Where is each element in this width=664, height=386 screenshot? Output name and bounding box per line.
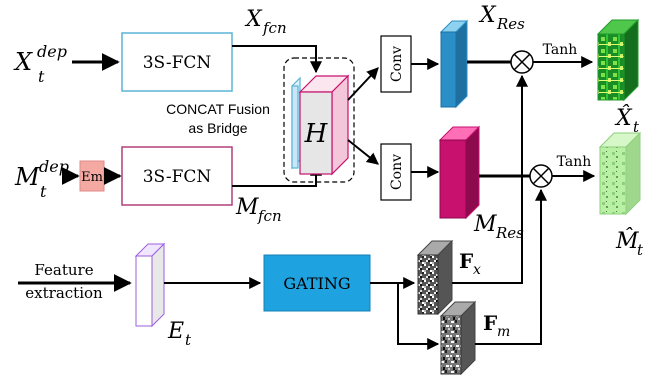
f-m-sub: m xyxy=(497,324,510,340)
m-dep-sub: t xyxy=(40,182,47,201)
f-m-main: F xyxy=(483,311,497,335)
em-block: Em xyxy=(79,160,105,192)
tanh-top-label: Tanh xyxy=(543,42,578,58)
gating-label: GATING xyxy=(283,274,350,293)
m-res-main: M xyxy=(473,212,497,237)
em-label: Em xyxy=(81,170,103,185)
gating-block: GATING xyxy=(263,254,371,312)
output-m-hat-image xyxy=(598,131,642,216)
concat-fusion-label: CONCAT Fusion as Bridge xyxy=(166,101,270,136)
arrow-fm-to-mul-bottom xyxy=(475,188,547,345)
m-dep-main: M xyxy=(14,163,41,191)
conv-top-label: Conv xyxy=(389,46,405,82)
x-hat-sub: t xyxy=(633,118,640,136)
arrow-h-to-conv-bottom xyxy=(347,139,379,165)
x-dep-sup: dep xyxy=(37,42,67,61)
input-m-dep: M dep t xyxy=(14,157,69,201)
conv-bottom-block: Conv xyxy=(380,143,412,201)
fcn-bottom-block: 3S-FCN xyxy=(121,146,233,206)
m-res-block xyxy=(438,125,481,220)
m-hat-sub: t xyxy=(637,241,644,259)
f-m-symbol: F m xyxy=(483,311,510,340)
tanh-bottom-label: Tanh xyxy=(557,154,592,170)
input-x-dep: X dep t xyxy=(13,42,67,86)
f-x-block xyxy=(416,239,454,316)
fusion-dashed-box xyxy=(283,57,355,183)
fusion-line1: CONCAT Fusion xyxy=(166,101,270,117)
x-hat-main: X̂ xyxy=(614,105,633,131)
h-symbol: H xyxy=(304,119,329,149)
e-t-main: E xyxy=(167,319,184,344)
m-res-sub: Res xyxy=(495,224,524,242)
x-dep-sub: t xyxy=(38,67,45,86)
x-res-main: X xyxy=(478,3,497,28)
arrow-gating-to-fm xyxy=(397,283,440,350)
f-x-symbol: F x xyxy=(459,249,481,278)
f-x-main: F xyxy=(459,249,473,273)
x-fcn-main: X xyxy=(244,7,263,32)
m-hat-main: M̂ xyxy=(615,228,639,254)
e-t-symbol: E t xyxy=(167,319,192,349)
arrow-h-to-conv-top xyxy=(347,67,379,101)
h-feature-stack: H xyxy=(291,74,350,176)
arrow-x-fcn-to-h xyxy=(232,45,322,74)
m-hat-symbol: M̂ t xyxy=(615,228,644,259)
f-m-block xyxy=(439,300,477,376)
m-fcn-main: M xyxy=(235,195,259,220)
e-t-sub: t xyxy=(185,331,192,349)
fcn-bottom-label: 3S-FCN xyxy=(143,167,212,187)
x-dep-main: X xyxy=(13,48,33,76)
multiply-top xyxy=(510,50,534,74)
feature-line2: extraction xyxy=(25,284,103,302)
fcn-top-block: 3S-FCN xyxy=(121,32,233,92)
multiply-bottom xyxy=(529,164,553,188)
feature-line1: Feature xyxy=(34,261,93,279)
output-x-hat-image xyxy=(596,18,640,102)
m-fcn-sub: fcn xyxy=(257,207,282,225)
x-res-block xyxy=(439,19,469,109)
x-fcn-sub: fcn xyxy=(262,19,287,37)
m-res-symbol: M Res xyxy=(473,212,524,242)
conv-top-block: Conv xyxy=(380,35,412,93)
f-x-sub: x xyxy=(473,262,481,278)
x-fcn-symbol: X fcn xyxy=(244,7,287,37)
e-t-block xyxy=(134,242,166,328)
fusion-line2: as Bridge xyxy=(188,120,247,136)
conv-bottom-label: Conv xyxy=(389,154,405,190)
fcn-top-label: 3S-FCN xyxy=(143,53,212,73)
arrow-fx-to-mul-top xyxy=(452,74,528,284)
m-fcn-symbol: M fcn xyxy=(235,195,282,225)
feature-extraction-label: Feature extraction xyxy=(25,261,103,302)
m-dep-sup: dep xyxy=(39,157,69,176)
x-res-sub: Res xyxy=(496,15,525,33)
x-res-symbol: X Res xyxy=(478,3,525,33)
x-hat-symbol: X̂ t xyxy=(614,105,640,136)
